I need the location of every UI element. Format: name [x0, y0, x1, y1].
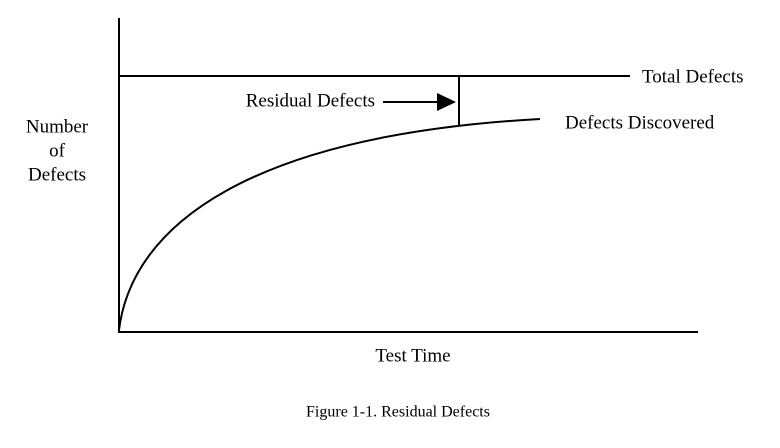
- x-axis-label: Test Time: [375, 345, 450, 366]
- y-axis-label: of: [49, 140, 66, 161]
- residual-label: Residual Defects: [246, 90, 375, 111]
- arrow-head: [437, 93, 456, 111]
- y-axis-label: Defects: [28, 164, 86, 185]
- caption: Figure 1-1. Residual Defects: [306, 404, 490, 421]
- y-axis-label: Number: [26, 116, 89, 137]
- discovered-label: Defects Discovered: [565, 112, 715, 133]
- total-defects-label: Total Defects: [642, 66, 744, 87]
- discovered-curve: [118, 118, 541, 331]
